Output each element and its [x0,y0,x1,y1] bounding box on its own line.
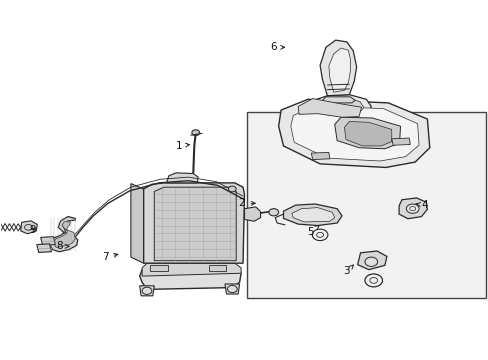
Text: 9: 9 [29,225,36,235]
Polygon shape [224,284,239,294]
Circle shape [406,204,418,213]
Polygon shape [391,138,409,145]
Polygon shape [150,265,167,271]
Polygon shape [298,99,361,117]
FancyBboxPatch shape [246,112,485,298]
Polygon shape [53,222,75,247]
Polygon shape [328,48,349,92]
Polygon shape [166,173,198,183]
Polygon shape [140,265,241,289]
Polygon shape [344,122,391,146]
Text: 4: 4 [415,200,427,210]
Polygon shape [320,40,356,96]
Polygon shape [357,251,386,270]
Polygon shape [290,106,418,161]
Circle shape [142,287,152,294]
Polygon shape [278,99,429,167]
Text: 6: 6 [270,42,284,52]
Polygon shape [41,237,55,245]
Circle shape [227,285,237,293]
Polygon shape [316,98,363,115]
Text: 1: 1 [175,141,189,151]
Polygon shape [322,97,354,103]
Circle shape [268,209,278,216]
Polygon shape [334,117,400,149]
Polygon shape [307,95,370,117]
Polygon shape [131,184,143,263]
Polygon shape [283,204,341,226]
Polygon shape [20,221,37,234]
Polygon shape [154,187,236,261]
Polygon shape [244,207,260,221]
Circle shape [191,130,199,135]
Polygon shape [208,265,226,271]
Text: 7: 7 [102,252,118,262]
Polygon shape [142,263,241,276]
Polygon shape [37,244,51,252]
Polygon shape [140,286,154,296]
Polygon shape [291,208,334,222]
Circle shape [364,257,377,266]
Polygon shape [49,217,78,252]
Circle shape [228,186,236,192]
Polygon shape [398,198,427,219]
Text: 5: 5 [306,225,319,237]
Text: 2: 2 [238,198,255,208]
Text: 3: 3 [343,265,353,276]
Text: 8: 8 [56,241,69,251]
Polygon shape [143,183,244,263]
Polygon shape [311,152,329,159]
